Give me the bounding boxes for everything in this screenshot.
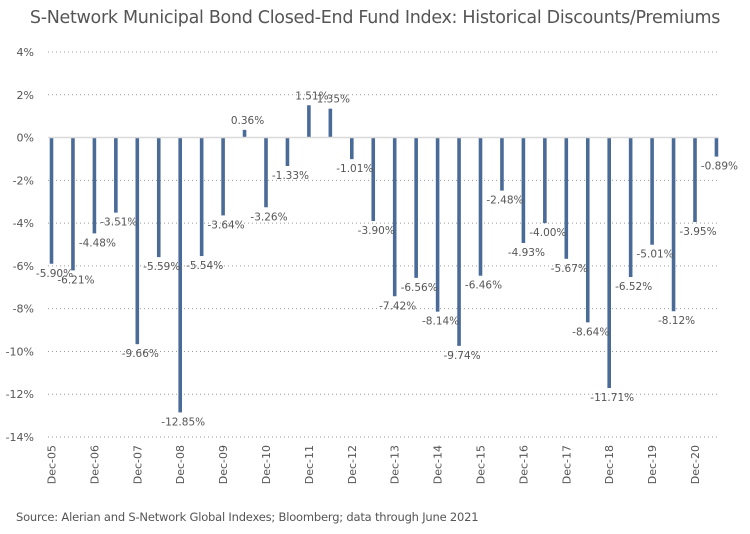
data-label: 0.36% xyxy=(231,115,264,127)
x-tick-label: Dec-05 xyxy=(46,445,59,484)
bar xyxy=(49,137,54,264)
source-note: Source: Alerian and S-Network Global Ind… xyxy=(16,510,479,524)
data-label: 1.35% xyxy=(317,94,350,106)
data-label: -3.26% xyxy=(250,211,287,223)
y-tick-label: 2% xyxy=(17,89,34,102)
data-label: -3.51% xyxy=(100,217,137,229)
data-label: -1.01% xyxy=(336,163,373,175)
data-label: -8.14% xyxy=(422,316,459,328)
bar xyxy=(607,137,611,389)
bar xyxy=(543,137,547,224)
data-label: -6.52% xyxy=(615,281,652,293)
x-tick-label: Dec-20 xyxy=(689,445,702,484)
data-label: -3.64% xyxy=(208,219,245,231)
bar xyxy=(71,137,75,271)
data-label: -1.33% xyxy=(272,170,309,182)
y-tick-label: -4% xyxy=(13,217,34,230)
data-label: -2.48% xyxy=(486,195,523,207)
x-tick-label: Dec-07 xyxy=(131,445,144,484)
y-tick-label: -2% xyxy=(13,174,34,187)
bar xyxy=(414,137,418,278)
data-label: -6.56% xyxy=(401,282,438,294)
bar xyxy=(693,137,697,223)
bar xyxy=(242,129,247,138)
data-label: -0.89% xyxy=(701,161,738,173)
data-label: -6.21% xyxy=(57,274,94,286)
bar xyxy=(521,137,526,244)
y-tick-label: -8% xyxy=(13,303,34,316)
data-label: -3.90% xyxy=(358,225,395,237)
y-tick-label: -14% xyxy=(6,431,34,444)
data-label: -11.71% xyxy=(590,392,634,404)
bar xyxy=(328,108,333,138)
x-axis-tick-labels: Dec-05 Dec-06 Dec-07 Dec-08 Dec-09 Dec-10 Dec-… xyxy=(46,445,703,484)
bar xyxy=(714,137,719,157)
y-tick-label: 4% xyxy=(17,46,34,59)
bar xyxy=(457,137,461,346)
y-tick-label: -12% xyxy=(6,388,34,401)
bar xyxy=(564,137,569,259)
bar xyxy=(500,137,504,191)
x-tick-label: Dec-08 xyxy=(174,445,187,484)
bar xyxy=(585,137,590,323)
data-label: -6.46% xyxy=(465,280,502,292)
bar xyxy=(285,137,290,167)
data-label: -8.64% xyxy=(572,326,609,338)
bar xyxy=(350,137,354,160)
bar xyxy=(650,137,654,245)
data-label: -12.85% xyxy=(161,416,205,428)
bar xyxy=(92,137,97,234)
bar xyxy=(199,137,204,257)
bar xyxy=(628,137,633,278)
x-tick-label: Dec-17 xyxy=(560,445,573,484)
x-tick-label: Dec-19 xyxy=(646,445,659,484)
bar xyxy=(478,137,483,276)
data-label: -4.00% xyxy=(529,227,566,239)
data-label: -5.54% xyxy=(186,260,223,272)
bar xyxy=(671,137,676,312)
data-label: -5.59% xyxy=(143,261,180,273)
bar xyxy=(392,137,397,297)
bar xyxy=(114,137,118,213)
y-tick-label: 0% xyxy=(17,132,34,145)
x-tick-label: Dec-15 xyxy=(475,445,488,484)
bar xyxy=(178,137,182,413)
y-tick-label: -6% xyxy=(13,260,34,273)
data-labels: -5.90%-6.21% -4.48% -3.51% -9.66% -5.59% -12.… xyxy=(36,90,738,428)
data-label: -9.74% xyxy=(443,350,480,362)
x-tick-label: Dec-16 xyxy=(517,445,530,484)
bar xyxy=(156,137,161,258)
data-label: -3.95% xyxy=(679,226,716,238)
data-label: -4.48% xyxy=(79,237,116,249)
data-label: -9.66% xyxy=(122,348,159,360)
x-tick-label: Dec-14 xyxy=(432,445,445,484)
data-label: -8.12% xyxy=(658,315,695,327)
chart-title: S-Network Municipal Bond Closed-End Fund… xyxy=(29,8,721,28)
x-tick-label: Dec-09 xyxy=(217,445,230,484)
x-tick-label: Dec-13 xyxy=(389,445,402,484)
y-axis-tick-labels: 4% 2% 0% -2% -4% -6% -8% -10% -12% -14% xyxy=(6,46,34,444)
x-tick-label: Dec-06 xyxy=(88,445,101,484)
bar xyxy=(307,105,311,138)
data-label: -7.42% xyxy=(379,300,416,312)
x-tick-label: Dec-18 xyxy=(603,445,616,484)
x-tick-label: Dec-12 xyxy=(346,445,359,484)
data-label: -5.01% xyxy=(637,249,674,261)
bar xyxy=(135,137,140,345)
bar xyxy=(435,137,440,312)
bar xyxy=(371,137,376,221)
data-label: -5.90% xyxy=(36,268,73,280)
x-tick-label: Dec-11 xyxy=(303,445,316,484)
bars xyxy=(49,105,719,413)
gridlines xyxy=(48,51,718,438)
x-tick-label: Dec-10 xyxy=(260,445,273,484)
data-label: 1.51% xyxy=(295,90,328,102)
bar xyxy=(221,137,225,216)
y-tick-label: -10% xyxy=(6,345,34,358)
bar xyxy=(264,137,268,208)
data-label: -4.93% xyxy=(508,247,545,259)
data-label: -5.67% xyxy=(551,263,588,275)
